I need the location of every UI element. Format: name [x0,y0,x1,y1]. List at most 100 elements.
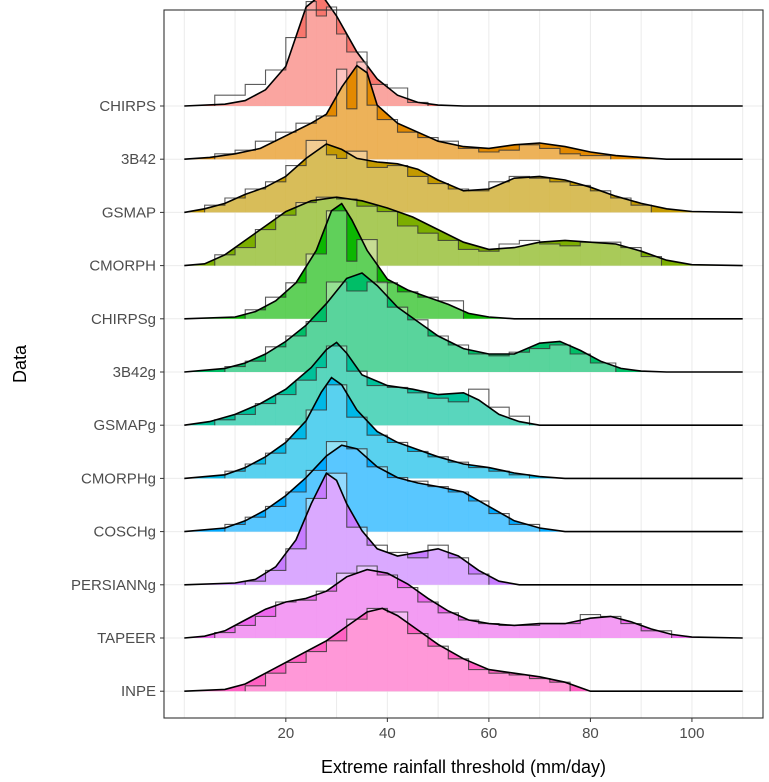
hist-bar-TAPEER-1 [235,625,256,638]
hist-bar-CHIRPS-4 [306,1,317,107]
hist-bar-GSMAPg-3 [275,394,296,426]
hist-bar-GSMAP-15 [488,181,510,213]
hist-outline-3B42 [214,61,612,160]
y-tick-label-CMORPHg: CMORPHg [81,470,156,487]
hist-bar-GSMAP-3 [265,181,286,213]
hist-bar-GSMAP-21 [610,198,632,213]
ridge-CHIRPS [184,0,743,107]
hist-bar-GSMAPg-8 [367,385,388,426]
hist-bar-CMORPH-1 [235,247,256,266]
hist-bar-GSMAP-10 [387,165,408,213]
hist-bar-CHIRPSg-0 [245,309,266,319]
ridge-TAPEER [184,565,743,639]
hist-bar-3B42-8 [356,62,368,160]
hist-bar-GSMAP-8 [346,151,368,213]
hist-bar-TAPEER-16 [539,623,560,638]
hist-bar-GSMAPg-12 [448,401,469,426]
hist-bar-GSMAP-2 [245,189,266,213]
hist-outline-GSMAPg [214,345,531,426]
hist-bar-PERSIANNg-1 [265,570,286,585]
density-fill-GSMAP [184,144,743,213]
hist-bar-CMORPHg-13 [488,471,510,479]
hist-bar-3B42-15 [478,152,500,160]
hist-bar-3B42-19 [559,153,581,160]
hist-bar-TAPEER-15 [519,625,540,638]
hist-bar-INPE-8 [407,633,428,692]
hist-bar-CHIRPS-10 [387,88,408,106]
panel-border [163,9,764,719]
x-tick-label-20: 20 [277,725,294,742]
hist-bar-PERSIANNg-2 [285,548,307,585]
hist-outline-CMORPH [214,196,663,266]
hist-bar-INPE-4 [326,640,347,692]
hist-bar-CMORPH-18 [580,242,601,266]
hist-bar-COSCHg-6 [346,448,368,532]
hist-bar-INPE-5 [346,619,368,692]
density-line-CMORPH [184,196,743,267]
hist-bar-CMORPH-11 [438,240,459,266]
ridge-PERSIANNg [184,472,743,586]
x-tick-label-60: 60 [481,725,498,742]
hist-bar-INPE-14 [529,678,550,692]
hist-bar-GSMAP-14 [468,190,489,213]
hist-bar-GSMAPg-9 [387,387,408,426]
hist-bar-3B42-16 [499,150,520,160]
hist-bar-3B42-2 [255,141,276,160]
hist-bar-TAPEER-14 [499,625,520,638]
hist-bar-GSMAP-12 [427,183,449,213]
density-fill-3B42 [184,65,743,160]
hist-bar-TAPEER-12 [458,620,479,638]
hist-bar-CMORPHg-9 [407,451,428,479]
density-line-PERSIANNg [184,472,743,586]
hist-bar-INPE-1 [265,673,286,692]
hist-bar-CMORPH-9 [397,226,418,266]
y-tick-label-GSMAPg: GSMAPg [93,417,156,434]
hist-outline-TAPEER [214,565,673,638]
hist-bar-TAPEER-13 [478,623,500,638]
hist-bar-CMORPH-13 [478,251,500,266]
hist-bar-TAPEER-20 [620,623,642,638]
x-axis-title: Extreme rainfall threshold (mm/day) [321,757,606,777]
hist-bar-GSMAP-16 [509,176,530,213]
ridge-3B42g [184,272,743,373]
ridges [184,0,743,692]
hist-bar-PERSIANNg-3 [306,498,327,585]
hist-bar-CHIRPS-7 [336,34,347,106]
hist-bar-INPE-15 [549,682,571,692]
hist-bar-GSMAPg-2 [255,403,276,426]
hist-bar-PERSIANNg-4 [326,473,347,585]
hist-bar-3B42-7 [346,108,357,160]
y-tick-label-COSCHg: COSCHg [93,524,156,541]
hist-bar-CMORPH-20 [620,247,642,266]
hist-bar-GSMAP-7 [336,158,347,213]
density-line-COSCHg [184,444,743,533]
hist-bar-GSMAPg-1 [235,414,256,426]
hist-bar-GSMAP-0 [204,205,225,213]
hist-bar-COSCHg-7 [367,466,388,532]
hist-bar-3B42-10 [377,119,398,160]
density-line-GSMAP [184,143,743,214]
hist-bar-PERSIANNg-0 [245,581,266,585]
hist-bar-3B42g-0 [224,366,246,372]
y-tick-label-GSMAP: GSMAP [102,204,156,221]
x-tick-label-100: 100 [679,725,704,742]
hist-bar-GSMAP-1 [224,198,246,213]
y-tick-label-PERSIANNg: PERSIANNg [71,577,156,594]
hist-bar-GSMAP-22 [631,205,652,213]
x-tick-label-40: 40 [379,725,396,742]
hist-bar-TAPEER-0 [214,632,236,638]
y-axis: CHIRPS 3B42 GSMAP CMORPH CHIRPSg 3B42g GSMAPg C… [71,98,164,700]
hist-bar-3B42g-18 [590,363,616,372]
hist-bar-CMORPH-14 [499,244,520,266]
hist-bar-PERSIANNg-11 [468,574,489,585]
y-tick-label-CHIRPS: CHIRPS [99,98,156,115]
hist-bar-COSCHg-11 [448,492,469,532]
hist-bar-COSCHg-10 [427,486,449,532]
hist-bar-TAPEER-5 [316,591,337,638]
ridge-GSMAP [184,139,743,214]
hist-bar-COSCHg-9 [407,481,428,532]
density-fill-3B42g [184,273,743,372]
hist-bar-3B42g-8 [387,307,408,372]
hist-bar-GSMAP-19 [570,185,591,213]
